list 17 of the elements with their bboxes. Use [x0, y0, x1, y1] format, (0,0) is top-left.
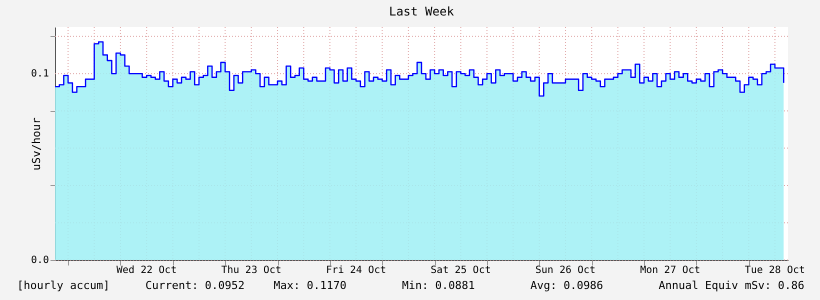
x-tick-label: Wed 22 Oct	[116, 265, 177, 276]
x-tick-label: Sun 26 Oct	[535, 265, 596, 276]
text: [hourly accum]	[17, 279, 110, 292]
text: Max: 0.1170	[274, 279, 347, 292]
text: Avg: 0.0986	[530, 279, 604, 292]
x-tick-label: Tue 28 Oct	[744, 265, 806, 276]
text: Current: 0.0952	[145, 279, 245, 292]
y-axis-title: uSv/hour	[30, 117, 43, 170]
x-tick-label: Sat 25 Oct	[430, 265, 491, 276]
y-tick-label: 0.1	[30, 68, 49, 80]
chart-title: Last Week	[388, 4, 455, 18]
text: Annual Equiv mSv: 0.86	[658, 279, 804, 292]
x-tick-label: Mon 27 Oct	[640, 265, 700, 276]
text: Min: 0.0881	[402, 279, 475, 292]
y-tick-label: 0.0	[30, 255, 49, 266]
x-tick-label: Fri 24 Oct	[326, 265, 386, 276]
x-tick-label: Thu 23 Oct	[221, 265, 282, 276]
